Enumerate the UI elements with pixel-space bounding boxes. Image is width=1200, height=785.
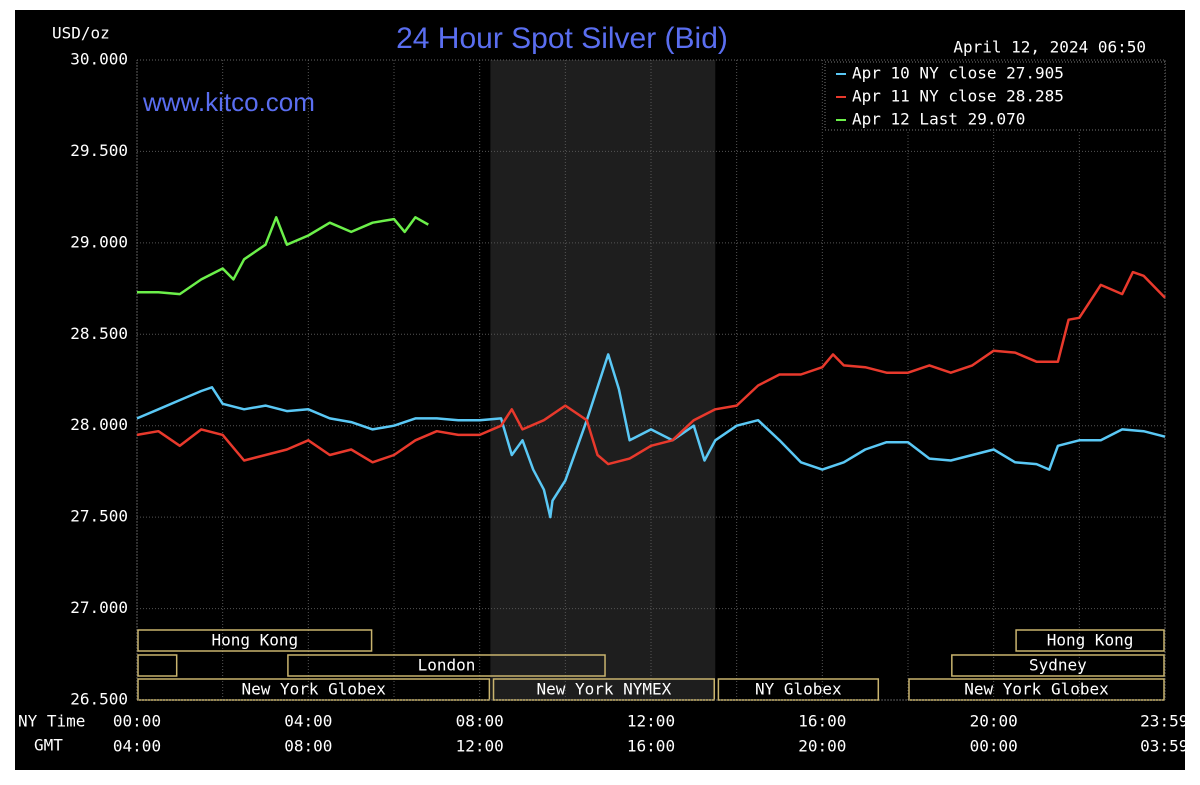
session-bar <box>287 654 606 677</box>
x-tick-label: 04:00 <box>284 712 332 731</box>
session-label: New York Globex <box>241 680 386 699</box>
x2-tick-label: 04:00 <box>113 737 161 756</box>
x2-tick-label: 00:00 <box>970 737 1018 756</box>
x-tick-label: 16:00 <box>798 712 846 731</box>
session-label: New York Globex <box>964 680 1109 699</box>
legend-entry: Apr 12 Last 29.070 <box>852 110 1025 129</box>
x-tick-label: 23:59 <box>1140 712 1188 731</box>
session-label: NY Globex <box>755 680 842 699</box>
y-tick-label: 30.000 <box>70 50 128 69</box>
legend-box <box>824 61 1166 131</box>
session-bar <box>137 678 491 701</box>
session-bar <box>137 654 178 677</box>
x-tick-label: 00:00 <box>113 712 161 731</box>
y-tick-label: 26.500 <box>70 690 128 709</box>
plot-frame <box>136 59 1166 701</box>
session-bar <box>1015 629 1165 652</box>
y-tick-label: 27.000 <box>70 598 128 617</box>
y-tick-label: 27.500 <box>70 507 128 526</box>
y-tick-label: 29.500 <box>70 141 128 160</box>
x-tick-label: 08:00 <box>456 712 504 731</box>
subtitle: www.kitco.com <box>142 87 315 117</box>
shaded-range <box>490 60 716 700</box>
x2-tick-label: 08:00 <box>284 737 332 756</box>
x2-tick-label: 16:00 <box>627 737 675 756</box>
session-label: New York NYMEX <box>536 680 671 699</box>
series-line <box>137 216 429 296</box>
x2-row-label: GMT <box>34 736 63 755</box>
y-axis-label: USD/oz <box>52 24 110 43</box>
legend-entry: Apr 10 NY close 27.905 <box>852 64 1064 83</box>
series-line <box>136 353 1166 519</box>
timestamp: April 12, 2024 06:50 <box>953 38 1146 57</box>
x2-tick-label: 20:00 <box>798 737 846 756</box>
session-label: Sydney <box>1029 656 1087 675</box>
series-line <box>136 270 1166 466</box>
y-tick-label: 29.000 <box>70 232 128 251</box>
x2-tick-label: 12:00 <box>456 737 504 756</box>
session-bar <box>951 654 1165 677</box>
x2-tick-label: 03:59 <box>1140 737 1188 756</box>
x-tick-label: 12:00 <box>627 712 675 731</box>
x-row-label: NY Time <box>18 712 85 731</box>
session-label: London <box>418 656 476 675</box>
session-bar <box>908 678 1165 701</box>
x-tick-label: 20:00 <box>970 712 1018 731</box>
session-label: Hong Kong <box>211 631 298 650</box>
y-tick-label: 28.000 <box>70 415 128 434</box>
legend-entry: Apr 11 NY close 28.285 <box>852 87 1064 106</box>
y-tick-label: 28.500 <box>70 324 128 343</box>
chart-title: 24 Hour Spot Silver (Bid) <box>396 22 728 55</box>
session-bar <box>137 629 373 652</box>
session-label: Hong Kong <box>1047 631 1134 650</box>
